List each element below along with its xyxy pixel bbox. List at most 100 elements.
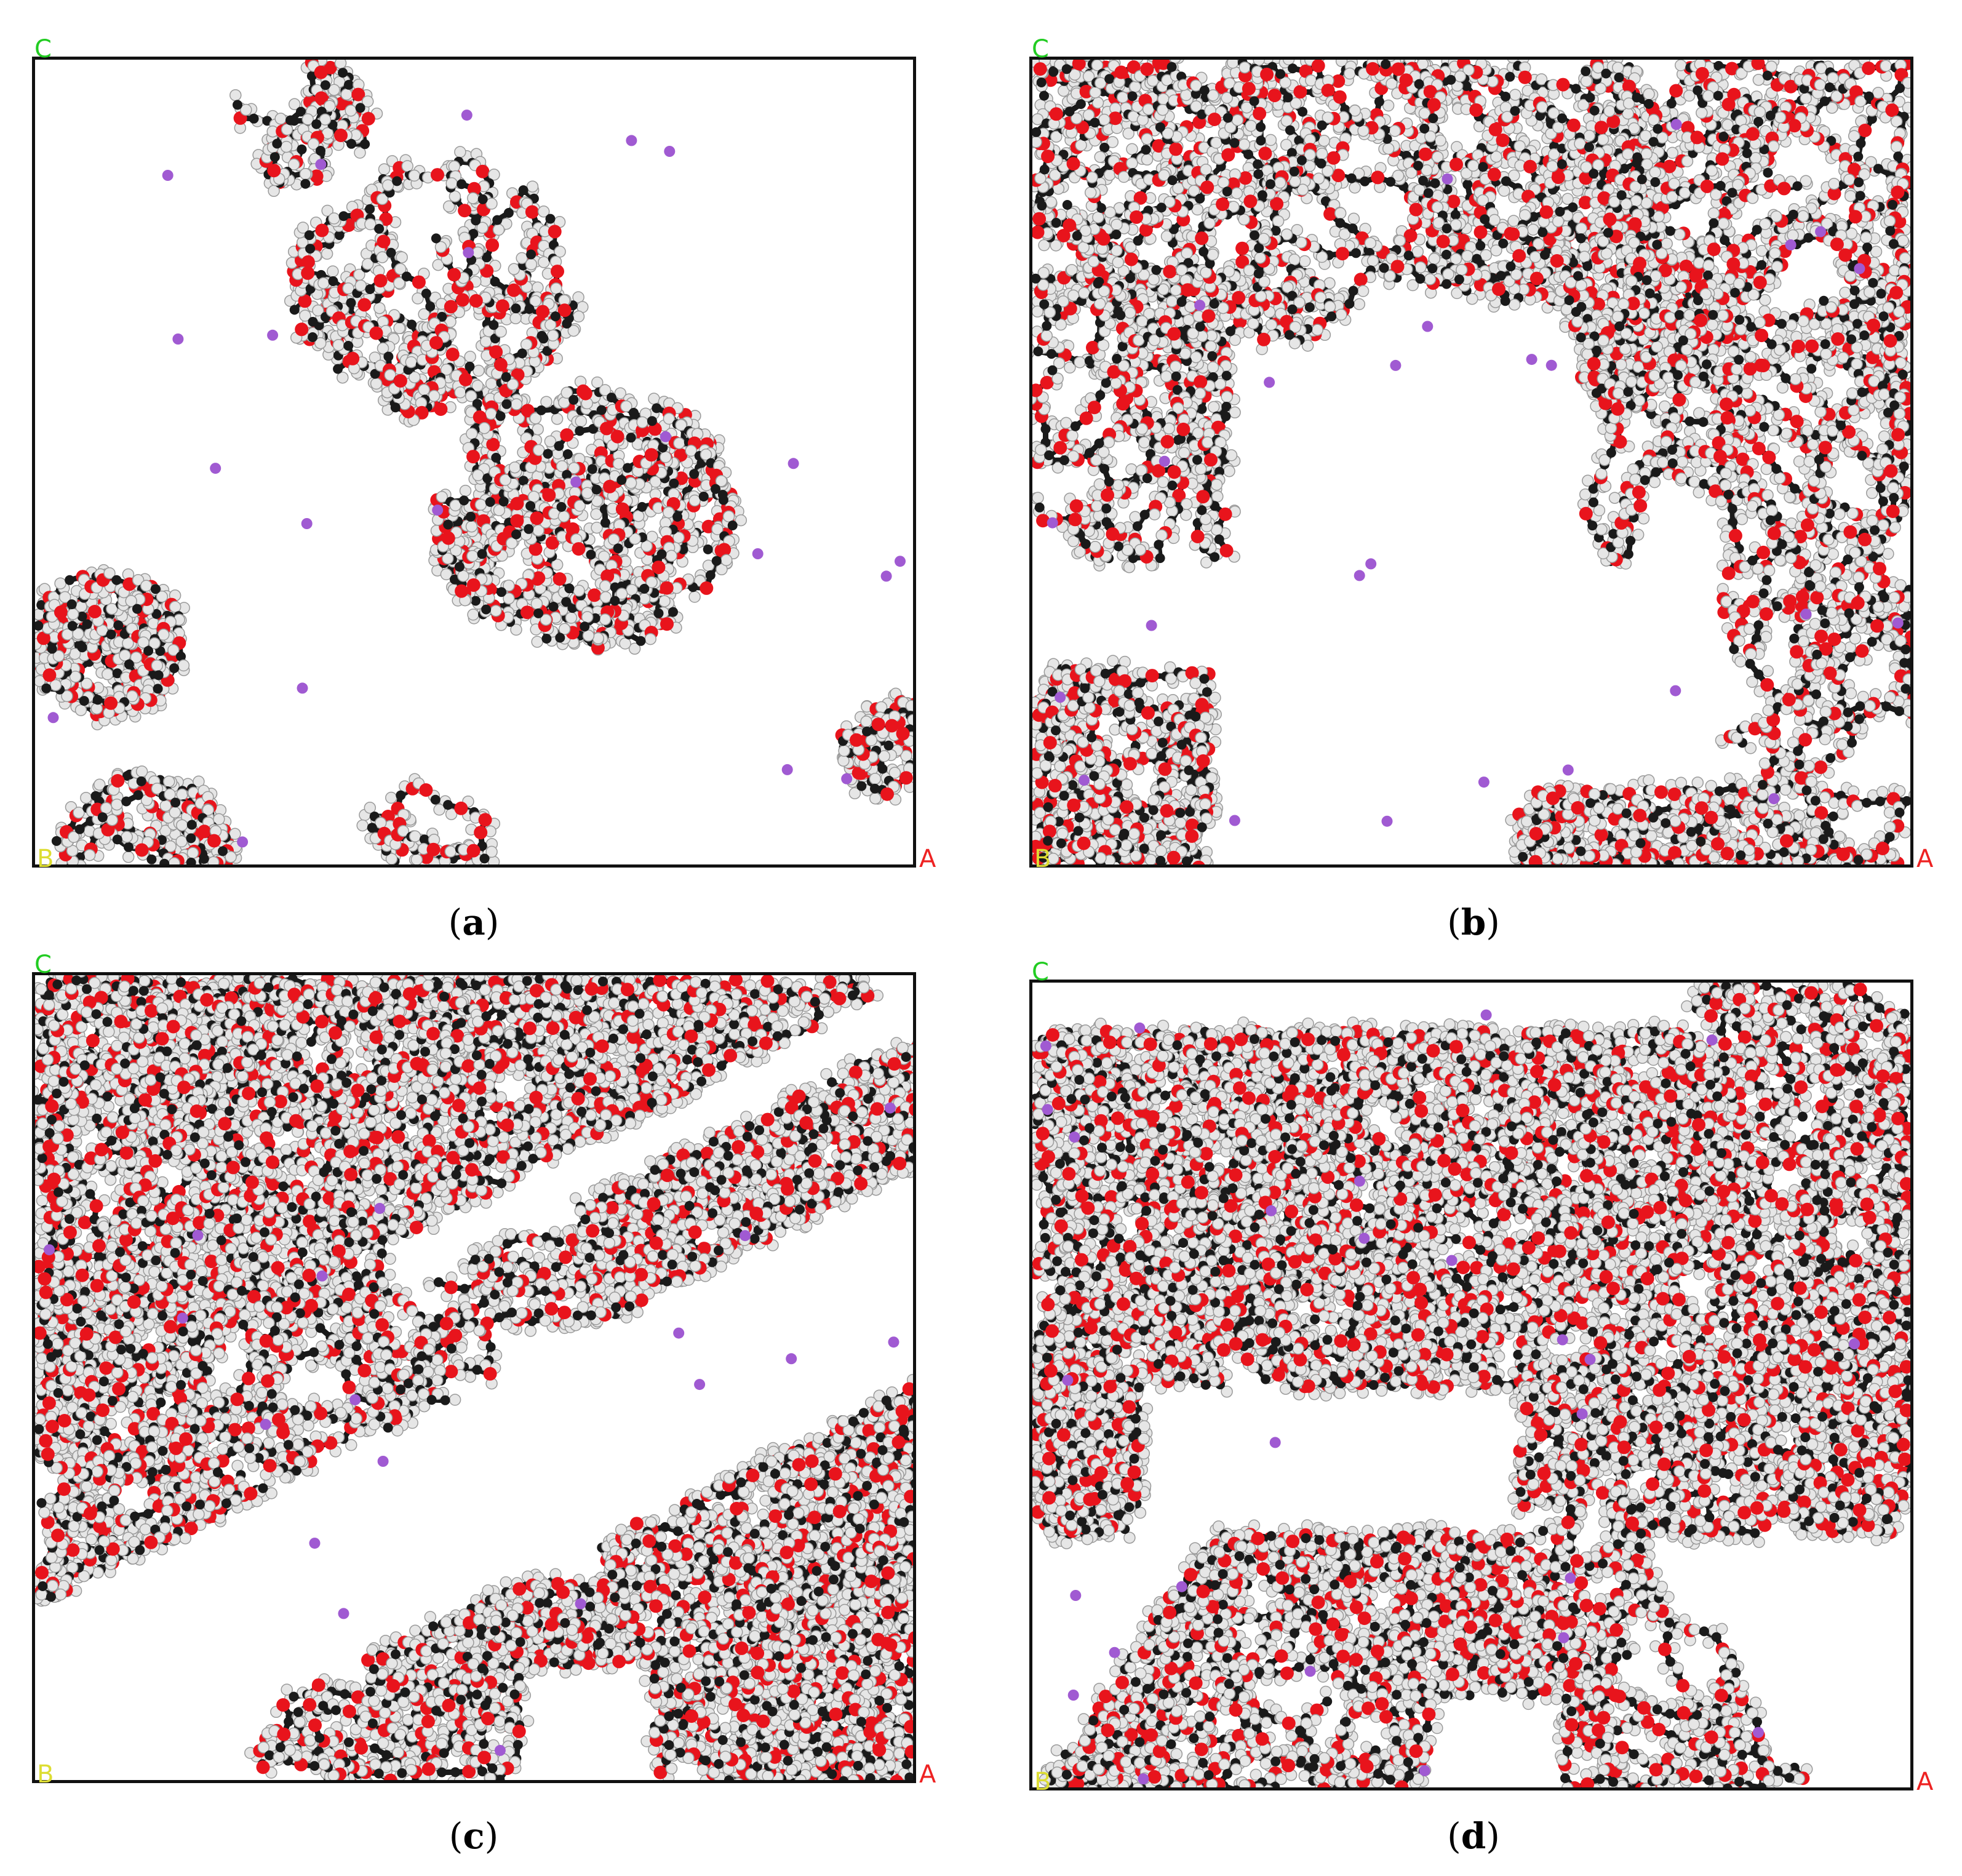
hydrogen-atom xyxy=(229,828,241,840)
hydrogen-atom xyxy=(1126,723,1138,736)
carbon-atom xyxy=(285,115,295,126)
hydrogen-atom xyxy=(122,851,135,863)
hydrogen-atom xyxy=(688,494,701,507)
hydrogen-atom xyxy=(207,856,220,864)
carbon-atom xyxy=(517,348,527,359)
carbon-atom xyxy=(596,405,607,415)
molecular-structure-b xyxy=(1032,60,1910,864)
lithium-ion xyxy=(660,431,671,442)
oxygen-atom xyxy=(610,429,624,444)
hydrogen-atom xyxy=(135,765,148,778)
carbon-atom xyxy=(711,484,720,494)
carbon-atom xyxy=(367,823,377,833)
carbon-atom xyxy=(562,449,573,460)
carbon-atom xyxy=(297,144,307,154)
carbon-atom xyxy=(541,634,552,644)
oxygen-atom xyxy=(489,345,503,359)
carbon-atom xyxy=(97,812,108,823)
hydrogen-atom xyxy=(299,167,312,180)
hydrogen-atom xyxy=(636,416,648,429)
hydrogen-atom xyxy=(159,799,172,812)
hydrogen-atom xyxy=(119,649,131,661)
carbon-atom xyxy=(233,100,242,110)
hydrogen-atom xyxy=(408,169,421,182)
oxygen-atom xyxy=(361,111,375,126)
carbon-atom xyxy=(883,740,894,751)
hydrogen-atom xyxy=(1347,212,1360,225)
lithium-ion xyxy=(267,329,279,341)
hydrogen-atom xyxy=(557,510,570,523)
hydrogen-atom xyxy=(838,744,850,757)
axis-c-label-a: C xyxy=(34,37,52,62)
carbon-atom xyxy=(289,305,300,315)
hydrogen-atom xyxy=(35,608,45,621)
lithium-ion xyxy=(841,773,853,784)
oxygen-atom xyxy=(444,300,458,314)
carbon-atom xyxy=(606,393,616,403)
lithium-ion xyxy=(162,170,173,181)
carbon-atom xyxy=(489,320,499,330)
carbon-atom xyxy=(653,608,664,618)
hydrogen-atom xyxy=(644,633,656,645)
oxygen-atom xyxy=(373,274,388,288)
oxygen-atom xyxy=(552,572,567,586)
hydrogen-atom xyxy=(193,775,205,788)
hydrogen-atom xyxy=(454,146,466,158)
oxygen-atom xyxy=(700,581,714,595)
hydrogen-atom xyxy=(573,585,585,597)
oxygen-atom xyxy=(545,536,559,550)
hydrogen-atom xyxy=(538,256,550,268)
oxygen-atom xyxy=(525,205,539,219)
hydrogen-atom xyxy=(299,309,311,322)
hydrogen-atom xyxy=(328,212,340,225)
oxygen-atom xyxy=(507,283,521,297)
lithium-ion xyxy=(626,135,637,146)
carbon-atom xyxy=(511,303,521,314)
carbon-atom xyxy=(454,562,465,572)
hydrogen-atom xyxy=(169,865,180,868)
oxygen-atom xyxy=(1762,450,1776,465)
carbon-atom xyxy=(316,146,325,156)
oxygen-atom xyxy=(301,266,315,280)
carbon-atom xyxy=(218,846,228,856)
oxygen-atom xyxy=(476,164,490,178)
carbon-atom xyxy=(1243,150,1253,159)
oxygen-atom xyxy=(431,168,444,182)
carbon-atom xyxy=(656,549,667,559)
oxygen-atom xyxy=(267,164,281,178)
carbon-atom xyxy=(1335,218,1346,228)
carbon-atom xyxy=(501,372,511,382)
hydrogen-atom xyxy=(581,487,594,500)
hydrogen-atom xyxy=(102,668,114,681)
hydrogen-atom xyxy=(459,484,472,497)
carbon-atom xyxy=(90,791,101,801)
hydrogen-atom xyxy=(121,831,133,843)
carbon-atom xyxy=(296,106,306,117)
lithium-ion xyxy=(315,159,327,170)
hydrogen-atom xyxy=(532,444,545,457)
oxygen-atom xyxy=(603,479,617,493)
carbon-atom xyxy=(121,796,132,807)
carbon-atom xyxy=(727,521,738,530)
oxygen-atom xyxy=(551,265,564,279)
carbon-atom xyxy=(545,214,556,224)
hydrogen-atom xyxy=(565,612,578,624)
carbon-atom xyxy=(343,341,354,351)
hydrogen-atom xyxy=(516,252,528,265)
hydrogen-atom xyxy=(377,342,389,354)
hydrogen-atom xyxy=(164,865,175,868)
oxygen-atom xyxy=(652,561,666,575)
oxygen-atom xyxy=(197,824,212,839)
lithium-ion xyxy=(47,712,59,724)
carbon-atom xyxy=(92,695,103,705)
carbon-atom xyxy=(401,271,412,282)
carbon-atom xyxy=(526,249,536,260)
hydrogen-atom xyxy=(418,383,430,396)
hydrogen-atom xyxy=(464,351,476,363)
carbon-atom xyxy=(338,211,349,222)
carbon-atom xyxy=(668,607,678,617)
oxygen-atom xyxy=(466,450,481,464)
hydrogen-atom xyxy=(476,222,489,234)
hydrogen-atom xyxy=(532,423,544,436)
hydrogen-atom xyxy=(473,364,485,377)
